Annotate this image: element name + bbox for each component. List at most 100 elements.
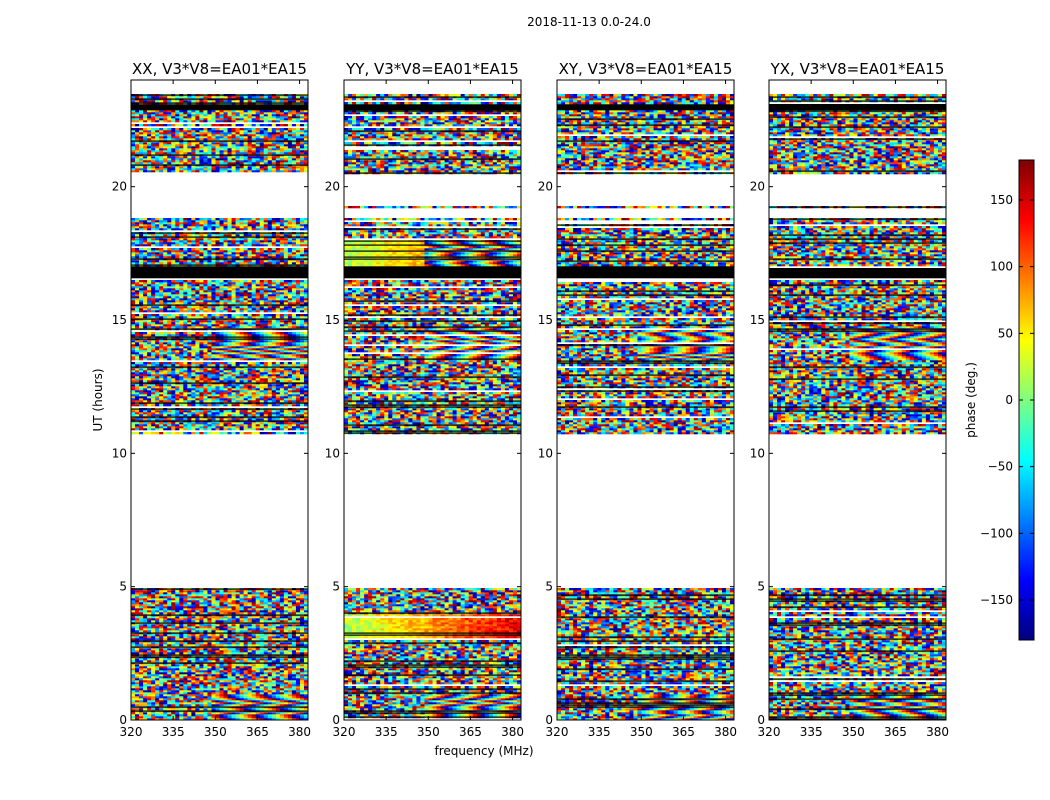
phase-cell: [159, 362, 164, 365]
phase-cell: [295, 392, 301, 395]
phase-cell: [135, 404, 140, 407]
phase-cell: [231, 702, 236, 705]
phase-cell: [159, 618, 164, 621]
phase-cell: [135, 346, 140, 349]
phase-cell: [299, 670, 305, 673]
phase-cell: [207, 384, 212, 387]
phase-cell: [131, 364, 136, 367]
phase-cell: [187, 664, 192, 667]
phase-cell: [175, 702, 180, 705]
phase-cell: [279, 692, 285, 695]
phase-cell: [251, 690, 257, 693]
phase-cell: [295, 390, 301, 393]
phase-cell: [299, 624, 305, 627]
phase-cell: [163, 636, 168, 639]
phase-cell: [207, 598, 212, 601]
phase-cell: [283, 432, 289, 435]
phase-cell: [255, 354, 261, 357]
phase-cell: [175, 356, 180, 359]
phase-cell: [227, 412, 232, 415]
phase-cell: [163, 340, 168, 343]
phase-cell: [303, 348, 308, 351]
phase-cell: [147, 608, 152, 611]
phase-cell: [215, 394, 220, 397]
phase-cell: [259, 428, 265, 431]
phase-cell: [223, 714, 228, 717]
phase-cell: [235, 610, 240, 613]
phase-cell: [131, 678, 136, 681]
phase-cell: [195, 356, 200, 359]
phase-cell: [187, 638, 192, 641]
phase-cell: [163, 350, 168, 353]
phase-cell: [263, 668, 269, 671]
phase-cell: [167, 698, 172, 701]
phase-cell: [251, 590, 257, 593]
phase-cell: [247, 418, 252, 421]
phase-cell: [251, 676, 257, 679]
phase-cell: [271, 664, 277, 667]
phase-cell: [247, 380, 252, 383]
phase-cell: [199, 716, 204, 719]
phase-cell: [231, 352, 236, 355]
phase-cell: [195, 334, 200, 337]
phase-cell: [235, 602, 240, 605]
phase-cell: [255, 650, 261, 653]
phase-cell: [255, 384, 261, 387]
phase-cell: [255, 648, 261, 651]
phase-cell: [135, 596, 140, 599]
phase-cell: [151, 372, 156, 375]
phase-cell: [239, 378, 244, 381]
phase-cell: [195, 404, 200, 407]
phase-cell: [279, 636, 285, 639]
phase-cell: [291, 418, 297, 421]
phase-cell: [223, 394, 228, 397]
phase-cell: [283, 410, 289, 413]
phase-cell: [207, 344, 212, 347]
phase-cell: [287, 346, 293, 349]
phase-cell: [175, 630, 180, 633]
phase-cell: [223, 590, 228, 593]
phase-cell: [131, 428, 136, 431]
phase-cell: [179, 698, 184, 701]
phase-cell: [275, 684, 281, 687]
phase-cell: [283, 616, 289, 619]
phase-cell: [231, 592, 236, 595]
phase-cell: [291, 628, 297, 631]
phase-cell: [243, 352, 248, 355]
phase-cell: [295, 376, 301, 379]
phase-cell: [179, 628, 184, 631]
phase-cell: [219, 668, 224, 671]
phase-cell: [215, 390, 220, 393]
phase-cell: [299, 598, 305, 601]
phase-cell: [199, 700, 204, 703]
phase-cell: [139, 704, 144, 707]
phase-cell: [171, 686, 176, 689]
phase-cell: [135, 348, 140, 351]
phase-cell: [287, 628, 293, 631]
phase-cell: [299, 374, 305, 377]
phase-cell: [303, 634, 308, 637]
phase-cell: [163, 704, 168, 707]
phase-cell: [219, 636, 224, 639]
phase-cell: [291, 620, 297, 623]
phase-cell: [251, 424, 257, 427]
phase-cell: [227, 686, 232, 689]
phase-cell: [199, 380, 204, 383]
phase-cell: [255, 388, 261, 391]
phase-cell: [231, 344, 236, 347]
phase-cell: [131, 426, 136, 429]
phase-cell: [155, 660, 160, 663]
phase-cell: [163, 424, 168, 427]
phase-cell: [215, 376, 220, 379]
phase-cell: [287, 684, 293, 687]
phase-cell: [151, 352, 156, 355]
phase-cell: [235, 372, 240, 375]
phase-cell: [207, 364, 212, 367]
phase-cell: [227, 404, 232, 407]
phase-cell: [159, 386, 164, 389]
phase-cell: [147, 664, 152, 667]
phase-cell: [263, 380, 269, 383]
phase-cell: [211, 714, 216, 717]
phase-cell: [139, 396, 144, 399]
phase-cell: [263, 388, 269, 391]
